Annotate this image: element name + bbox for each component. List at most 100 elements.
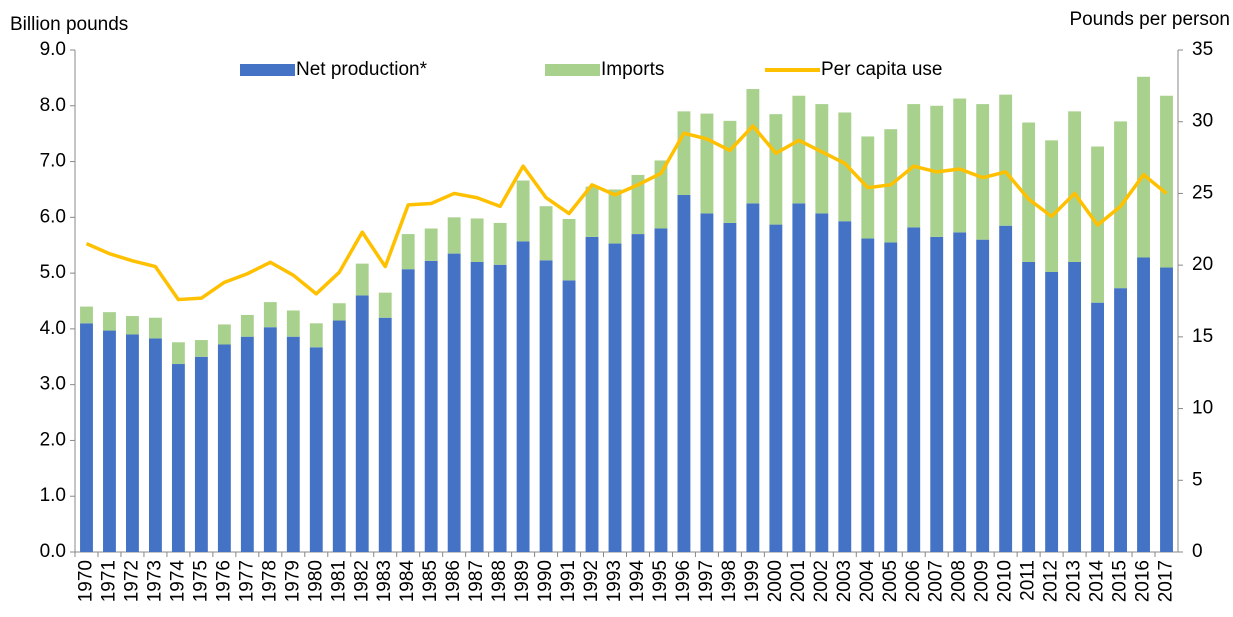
y2-tick-label: 0 — [1192, 541, 1203, 562]
y2-tick-label: 10 — [1192, 398, 1213, 419]
y-tick-label: 5.0 — [40, 262, 66, 283]
bar-segment — [424, 228, 438, 261]
bar-segment — [1137, 257, 1150, 552]
x-tick-label: 2012 — [1041, 560, 1062, 602]
bar-segment — [792, 203, 806, 552]
bar-segment — [401, 269, 415, 552]
x-tick-label: 1988 — [489, 560, 510, 602]
bar-segment — [746, 89, 760, 204]
bar-segment — [194, 340, 208, 357]
y2-tick-label: 25 — [1192, 182, 1213, 203]
bar-segment — [562, 219, 576, 281]
y2-tick-label: 30 — [1192, 111, 1213, 132]
bar-segment — [976, 239, 990, 552]
y-tick-label: 3.0 — [40, 374, 66, 395]
bar-segment — [677, 111, 691, 196]
bar-segment — [1068, 111, 1082, 262]
bar-segment — [999, 94, 1013, 226]
bar-segment — [103, 330, 116, 552]
x-tick-label: 2007 — [926, 560, 947, 602]
x-tick-label: 1990 — [535, 560, 556, 602]
bar-segment — [907, 227, 921, 552]
bar-segment — [861, 238, 875, 553]
x-tick-label: 2013 — [1064, 560, 1085, 602]
y-tick-label: 4.0 — [40, 318, 66, 339]
x-tick-label: 1997 — [696, 560, 717, 602]
y-axis-label: Billion pounds — [10, 14, 128, 35]
bar-segment — [447, 253, 461, 553]
bar-segment — [447, 217, 461, 254]
bar-segment — [1114, 288, 1127, 552]
bar-segment — [263, 302, 277, 328]
x-tick-label: 1992 — [581, 560, 602, 602]
bar-segment — [355, 295, 369, 552]
x-tick-label: 1970 — [76, 560, 97, 602]
x-tick-label: 2014 — [1087, 560, 1108, 603]
bar-segment — [769, 114, 783, 225]
bar-segment — [769, 224, 783, 552]
bar-segment — [332, 303, 346, 321]
bar-segment — [217, 344, 231, 552]
x-tick-label: 1984 — [397, 560, 418, 603]
bar-segment — [608, 189, 622, 244]
x-tick-label: 1994 — [627, 560, 648, 603]
bar-segment — [539, 206, 553, 261]
bar-segment — [309, 323, 323, 348]
x-tick-label: 1977 — [236, 560, 257, 602]
x-tick-label: 1972 — [121, 560, 142, 602]
bar-segment — [930, 236, 944, 552]
bar-segment — [631, 174, 645, 235]
bar-segment — [654, 160, 668, 229]
bar-segment — [148, 317, 162, 339]
bar-segment — [953, 98, 967, 233]
x-tick-label: 2009 — [972, 560, 993, 602]
bar-segment — [80, 306, 93, 324]
bar-segment — [700, 113, 714, 214]
bar-segment — [1137, 76, 1150, 258]
x-tick-label: 2006 — [903, 560, 924, 602]
bar-segment — [401, 234, 415, 270]
bar-segment — [171, 342, 185, 365]
x-tick-label: 1978 — [259, 560, 280, 602]
x-tick-label: 1975 — [190, 560, 211, 602]
x-tick-label: 1981 — [328, 560, 349, 602]
x-tick-label: 2001 — [788, 560, 809, 602]
y-tick-label: 2.0 — [40, 429, 66, 450]
x-tick-label: 1973 — [144, 560, 165, 602]
bar-segment — [723, 222, 737, 552]
x-tick-label: 2017 — [1156, 560, 1177, 602]
legend-label: Per capita use — [821, 59, 942, 80]
y-tick-label: 6.0 — [40, 206, 66, 227]
bar-segment — [1160, 95, 1173, 268]
bar-segment — [516, 180, 530, 242]
bar-segment — [953, 232, 967, 553]
bar-segment — [608, 243, 622, 552]
bar-segment — [263, 327, 277, 552]
x-tick-label: 1976 — [213, 560, 234, 602]
legend-swatch — [545, 64, 600, 76]
x-tick-label: 1993 — [604, 560, 625, 602]
bar-segment — [378, 317, 392, 552]
bar-segment — [240, 336, 254, 552]
line — [85, 124, 1168, 302]
x-tick-label: 1983 — [374, 560, 395, 602]
bar-segment — [884, 242, 898, 552]
x-tick-label: 1979 — [282, 560, 303, 602]
bar-segment — [815, 104, 829, 214]
x-tick-label: 1985 — [420, 560, 441, 602]
bar-segment — [585, 236, 599, 552]
x-tick-label: 1995 — [650, 560, 671, 602]
bar-segment — [355, 263, 369, 296]
bar-segment — [126, 334, 139, 552]
bar-segment — [1045, 140, 1059, 272]
legend-label: Imports — [601, 59, 664, 80]
bar-segment — [700, 213, 714, 552]
x-tick-label: 1982 — [351, 560, 372, 602]
x-tick-label: 2010 — [995, 560, 1016, 602]
bar-segment — [1022, 261, 1036, 552]
x-tick-label: 1980 — [305, 560, 326, 602]
x-tick-label: 1987 — [466, 560, 487, 602]
bar-segment — [654, 228, 668, 552]
y-tick-label: 7.0 — [40, 151, 66, 172]
y-tick-label: 9.0 — [40, 39, 66, 60]
